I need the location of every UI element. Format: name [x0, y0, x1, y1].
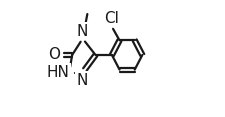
Text: N: N	[77, 24, 88, 39]
Text: N: N	[77, 24, 88, 39]
Text: HN: HN	[46, 65, 69, 80]
Text: O: O	[48, 48, 61, 62]
Text: Cl: Cl	[104, 11, 119, 26]
Text: HN: HN	[46, 65, 69, 80]
Text: N: N	[77, 73, 88, 88]
Text: N: N	[77, 73, 88, 88]
Text: O: O	[48, 48, 61, 62]
Text: Cl: Cl	[104, 11, 119, 26]
